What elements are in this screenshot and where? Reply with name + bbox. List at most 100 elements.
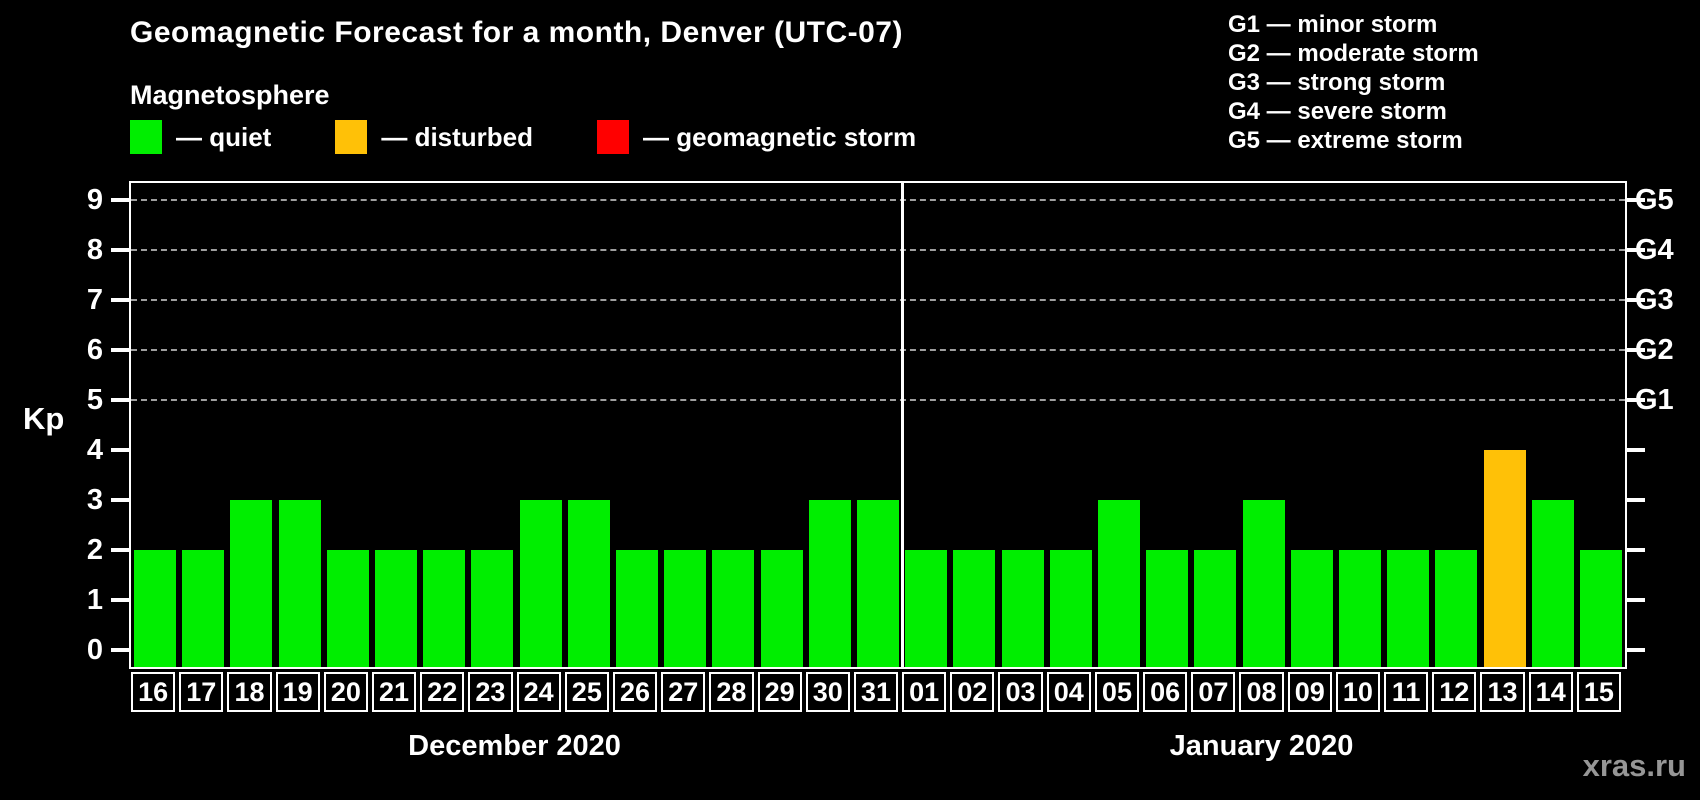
bar-january-2020-04 (1049, 549, 1092, 667)
date-label-december-2020-27: 27 (661, 672, 706, 712)
kp-tick-label-0: 0 (86, 633, 103, 666)
bar-december-2020-19 (278, 499, 321, 667)
date-label-january-2020-09: 09 (1287, 672, 1332, 712)
kp-tick-left-9 (111, 198, 129, 203)
bar-december-2020-16 (134, 549, 177, 667)
bar-december-2020-31 (857, 499, 899, 667)
kp-tick-left-5 (111, 398, 129, 403)
date-label-december-2020-18: 18 (227, 672, 272, 712)
bar-january-2020-05 (1097, 499, 1140, 667)
date-label-december-2020-22: 22 (420, 672, 465, 712)
kp-tick-left-4 (111, 447, 129, 452)
date-label-january-2020-15: 15 (1576, 672, 1621, 712)
date-label-december-2020-24: 24 (516, 672, 561, 712)
kp-tick-label-1: 1 (86, 583, 103, 616)
bar-december-2020-21 (375, 549, 418, 667)
legend-item-disturbed: — disturbed (335, 120, 533, 154)
bar-december-2020-24 (519, 499, 562, 667)
bar-january-2020-02 (953, 549, 996, 667)
gridline-kp-8 (131, 249, 1625, 252)
y-axis-title: Kp (23, 401, 65, 437)
geomagnetic-storm-swatch (597, 120, 630, 154)
kp-tick-left-8 (111, 248, 129, 253)
storm-legend-line-1: G1 — minor storm (1228, 11, 1438, 38)
bar-january-2020-09 (1290, 549, 1333, 667)
kp-tick-left-0 (111, 647, 129, 652)
bar-december-2020-26 (616, 549, 659, 667)
kp-tick-left-1 (111, 597, 129, 602)
bar-december-2020-29 (760, 549, 803, 667)
storm-legend-line-3: G3 — strong storm (1228, 69, 1446, 96)
kp-tick-right-6 (1627, 348, 1645, 353)
quiet-swatch (130, 120, 162, 154)
date-label-january-2020-08: 08 (1239, 672, 1284, 712)
bar-january-2020-13 (1483, 449, 1526, 667)
date-label-december-2020-23: 23 (468, 672, 513, 712)
kp-tick-label-2: 2 (86, 533, 103, 566)
gridline-kp-6 (131, 349, 1625, 352)
kp-tick-left-6 (111, 348, 129, 353)
date-label-january-2020-13: 13 (1480, 672, 1525, 712)
chart-subtitle: Magnetosphere (130, 80, 330, 110)
kp-tick-label-7: 7 (86, 284, 103, 317)
kp-tick-label-4: 4 (86, 433, 103, 466)
g-scale-label-g4: G4 (1635, 234, 1674, 267)
storm-legend-line-4: G4 — severe storm (1228, 98, 1447, 125)
date-label-december-2020-26: 26 (612, 672, 658, 712)
date-label-january-2020-12: 12 (1432, 672, 1477, 712)
kp-tick-left-3 (111, 497, 129, 502)
kp-tick-right-2 (1627, 547, 1645, 552)
g-scale-label-g5: G5 (1635, 184, 1674, 217)
date-label-december-2020-30: 30 (805, 672, 850, 712)
kp-tick-right-1 (1627, 597, 1645, 602)
date-label-january-2020-10: 10 (1335, 672, 1381, 712)
bar-january-2020-12 (1435, 549, 1478, 667)
legend-item-geomagnetic-storm: — geomagnetic storm (597, 120, 916, 154)
legend-label-geomagnetic-storm: — geomagnetic storm (643, 121, 917, 152)
legend-item-quiet: — quiet (130, 120, 271, 154)
legend-label-disturbed: — disturbed (381, 121, 534, 152)
date-label-december-2020-21: 21 (371, 672, 417, 712)
kp-tick-right-7 (1627, 298, 1645, 303)
bar-december-2020-17 (182, 549, 225, 667)
kp-tick-left-2 (111, 547, 129, 552)
bar-january-2020-11 (1387, 549, 1430, 667)
kp-tick-label-8: 8 (86, 234, 103, 267)
date-axis: 16 17 18 19 20 21 22 23 24 25 26 27 28 29 30 31 01 02 03 04… (129, 672, 1623, 716)
date-label-january-2020-03: 03 (998, 672, 1043, 712)
kp-tick-label-6: 6 (86, 334, 103, 367)
kp-tick-right-9 (1627, 198, 1645, 203)
storm-legend-line-2: G2 — moderate storm (1228, 40, 1479, 67)
g-scale-label-g1: G1 (1635, 384, 1674, 417)
storm-legend-line-5: G5 — extreme storm (1228, 127, 1463, 154)
storm-scale-legend: G1 — minor storm G2 — moderate storm G3 — … (1228, 10, 1479, 155)
bar-december-2020-23 (471, 549, 514, 667)
bar-december-2020-18 (230, 499, 273, 667)
legend-label-quiet: — quiet (176, 121, 272, 152)
bar-january-2020-10 (1338, 549, 1381, 667)
bar-january-2020-08 (1242, 499, 1285, 667)
kp-tick-right-4 (1627, 447, 1645, 452)
plot-area: 0 1 2 3 4 5 6 7 8 9 G1 G2 G3 G4 G5 Kp (23, 181, 1674, 669)
bar-january-2020-06 (1146, 549, 1189, 667)
date-label-december-2020-25: 25 (564, 672, 609, 712)
date-label-december-2020-28: 28 (709, 672, 754, 712)
date-label-december-2020-19: 19 (275, 672, 320, 712)
bar-december-2020-28 (712, 549, 755, 667)
kp-tick-right-8 (1627, 248, 1645, 253)
date-label-january-2020-07: 07 (1191, 672, 1236, 712)
bar-december-2020-30 (808, 499, 851, 667)
date-label-december-2020-17: 17 (179, 672, 224, 712)
month-label-january-2020: January 2020 (1169, 730, 1354, 762)
g-scale-label-g3: G3 (1635, 284, 1674, 317)
disturbed-swatch (335, 120, 368, 154)
kp-tick-right-5 (1627, 398, 1645, 403)
date-label-december-2020-20: 20 (323, 672, 368, 712)
kp-tick-label-3: 3 (86, 483, 103, 516)
chart-title: Geomagnetic Forecast for a month, Denver… (130, 16, 903, 49)
date-label-january-2020-05: 05 (1094, 672, 1140, 712)
bar-january-2020-03 (1001, 549, 1044, 667)
bar-december-2020-25 (567, 499, 610, 667)
gridline-kp-9 (131, 199, 1625, 202)
